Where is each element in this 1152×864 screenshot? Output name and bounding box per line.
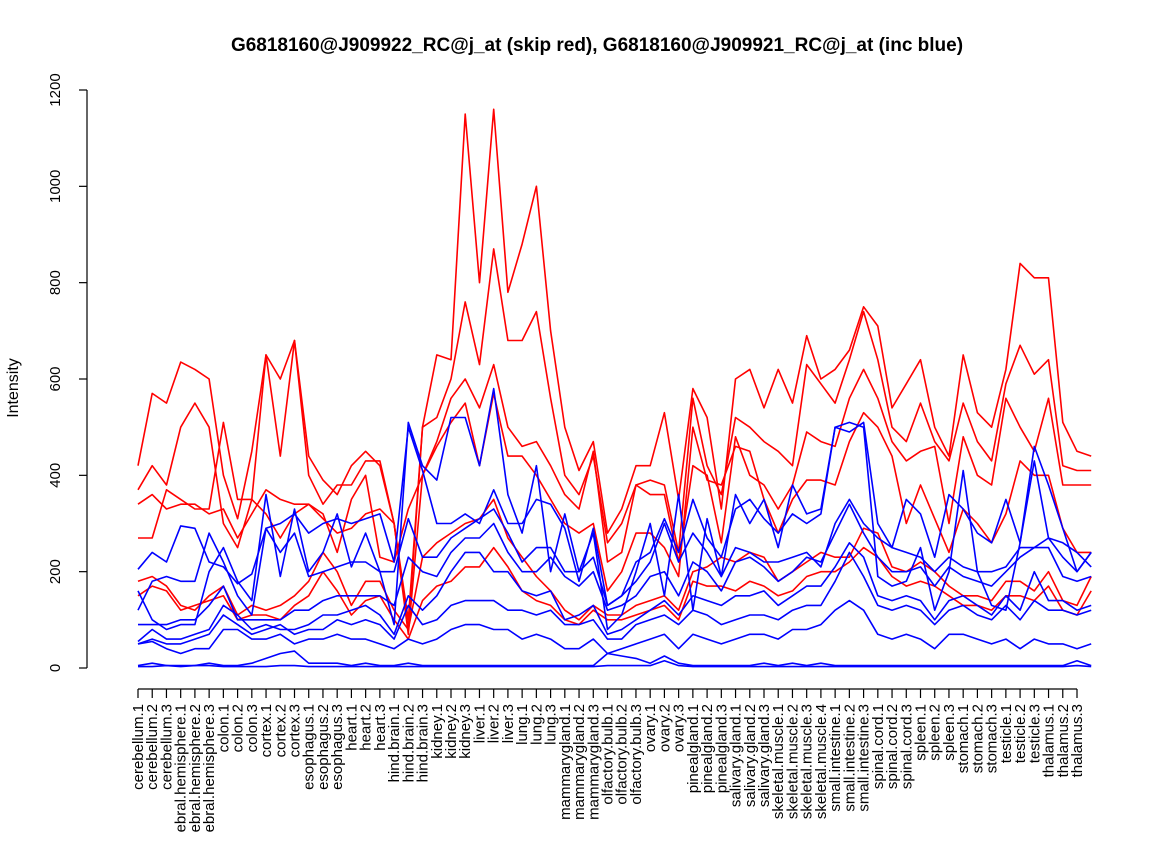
x-axis: cerebellum.1cerebellum.2cerebellum.3ebra… — [130, 688, 1086, 832]
x-tick-label: stomach.3 — [984, 704, 1001, 773]
y-tick-label: 200 — [47, 559, 64, 584]
x-tick-label: ebral.hemisphere.1 — [173, 704, 190, 832]
x-tick-label: cerebellum.3 — [158, 704, 175, 790]
inc-series-line — [137, 387, 1092, 631]
x-tick-label: small.intestine.3 — [856, 704, 873, 812]
x-tick-label: testicle.1 — [998, 704, 1015, 763]
x-tick-label: liver.2 — [486, 704, 503, 743]
x-tick-label: olfactory.bulb.1 — [600, 704, 617, 805]
x-tick-label: thalamus.1 — [1041, 704, 1058, 777]
x-tick-label: salivary.gland.3 — [756, 704, 773, 807]
x-tick-label: ovary.1 — [642, 704, 659, 752]
y-tick-label: 400 — [47, 463, 64, 488]
x-tick-label: ebral.hemisphere.3 — [201, 704, 218, 832]
skip-series-line — [137, 248, 1092, 621]
x-tick-label: mammarygland.2 — [571, 704, 588, 820]
y-tick-label: 0 — [47, 664, 64, 672]
x-tick-label: heart.1 — [343, 704, 360, 751]
x-tick-label: spinal.cord.1 — [870, 704, 887, 789]
skip-series-line — [137, 546, 1092, 640]
x-tick-label: cortex.1 — [258, 704, 275, 757]
series-layer — [137, 108, 1092, 668]
x-tick-label: pinealgland.2 — [699, 704, 716, 793]
x-tick-label: thalamus.3 — [1069, 704, 1086, 777]
x-tick-label: testicle.2 — [1012, 704, 1029, 763]
x-tick-label: spinal.cord.3 — [898, 704, 915, 789]
x-tick-label: colon.3 — [244, 704, 261, 752]
y-tick-label: 1200 — [47, 73, 64, 106]
x-tick-label: mammarygland.3 — [585, 704, 602, 820]
x-tick-label: olfactory.bulb.3 — [628, 704, 645, 805]
x-tick-label: esophagus.1 — [301, 704, 318, 790]
x-tick-label: stomach.1 — [955, 704, 972, 773]
x-tick-label: spleen.2 — [927, 704, 944, 761]
inc-series-line — [137, 650, 1092, 667]
x-tick-label: liver.1 — [471, 704, 488, 743]
x-tick-label: cortex.3 — [287, 704, 304, 757]
x-tick-label: spleen.3 — [941, 704, 958, 761]
x-tick-label: pinealgland.3 — [713, 704, 730, 793]
inc-series-line — [138, 503, 1092, 626]
x-tick-label: mammarygland.1 — [557, 704, 574, 820]
x-tick-label: stomach.2 — [969, 704, 986, 773]
x-tick-label: lung.3 — [543, 704, 560, 745]
x-tick-label: pinealgland.1 — [685, 704, 702, 793]
x-tick-label: spinal.cord.2 — [884, 704, 901, 789]
x-tick-label: lung.1 — [514, 704, 531, 745]
x-tick-label: cortex.2 — [272, 704, 289, 757]
skip-series-line — [137, 363, 1092, 636]
x-tick-label: skeletal.muscle.4 — [813, 704, 830, 819]
x-tick-label: ovary.2 — [656, 704, 673, 752]
x-tick-label: ovary.3 — [671, 704, 688, 752]
y-tick-label: 800 — [47, 270, 64, 295]
x-tick-label: lung.2 — [528, 704, 545, 745]
x-tick-label: heart.3 — [372, 704, 389, 751]
y-tick-label: 600 — [47, 366, 64, 391]
x-tick-label: colon.2 — [230, 704, 247, 752]
x-tick-label: esophagus.3 — [329, 704, 346, 790]
x-tick-label: ebral.hemisphere.2 — [187, 704, 204, 832]
x-tick-label: kidney.3 — [457, 704, 474, 759]
x-tick-label: cerebellum.1 — [130, 704, 147, 790]
inc-series-line — [138, 659, 1092, 668]
x-tick-label: kidney.2 — [443, 704, 460, 759]
x-tick-label: thalamus.2 — [1055, 704, 1072, 777]
x-tick-label: skeletal.muscle.2 — [784, 704, 801, 819]
x-tick-label: salivary.gland.1 — [728, 704, 745, 807]
x-tick-label: hind.brain.3 — [415, 704, 432, 782]
x-tick-label: spleen.1 — [913, 704, 930, 761]
x-tick-label: small.intestine.2 — [841, 704, 858, 812]
inc-series-line — [137, 599, 1092, 655]
y-axis: 0 200 400 600 800 1000 1200 — [47, 73, 88, 672]
x-tick-label: skeletal.muscle.1 — [770, 704, 787, 819]
x-tick-label: hind.brain.2 — [400, 704, 417, 782]
inc-series-line — [137, 498, 1092, 616]
x-tick-label: olfactory.bulb.2 — [614, 704, 631, 805]
y-axis-label: Intensity — [5, 358, 22, 418]
x-tick-label: kidney.1 — [429, 704, 446, 759]
x-tick-label: hind.brain.1 — [386, 704, 403, 782]
x-tick-label: heart.2 — [358, 704, 375, 751]
x-tick-label: skeletal.muscle.3 — [799, 704, 816, 819]
x-tick-label: colon.1 — [215, 704, 232, 752]
x-tick-label: small.intestine.1 — [827, 704, 844, 812]
x-tick-label: liver.3 — [500, 704, 517, 743]
inc-series-line — [137, 551, 1092, 645]
x-tick-label: testicle.3 — [1026, 704, 1043, 763]
skip-series-line — [138, 392, 1092, 592]
y-tick-label: 1000 — [47, 170, 64, 203]
chart-title: G6818160@J909922_RC@j_at (skip red), G68… — [231, 35, 963, 56]
inc-series-line — [137, 541, 1092, 643]
x-tick-label: salivary.gland.2 — [742, 704, 759, 807]
x-tick-label: esophagus.2 — [315, 704, 332, 790]
x-tick-label: cerebellum.2 — [144, 704, 161, 790]
